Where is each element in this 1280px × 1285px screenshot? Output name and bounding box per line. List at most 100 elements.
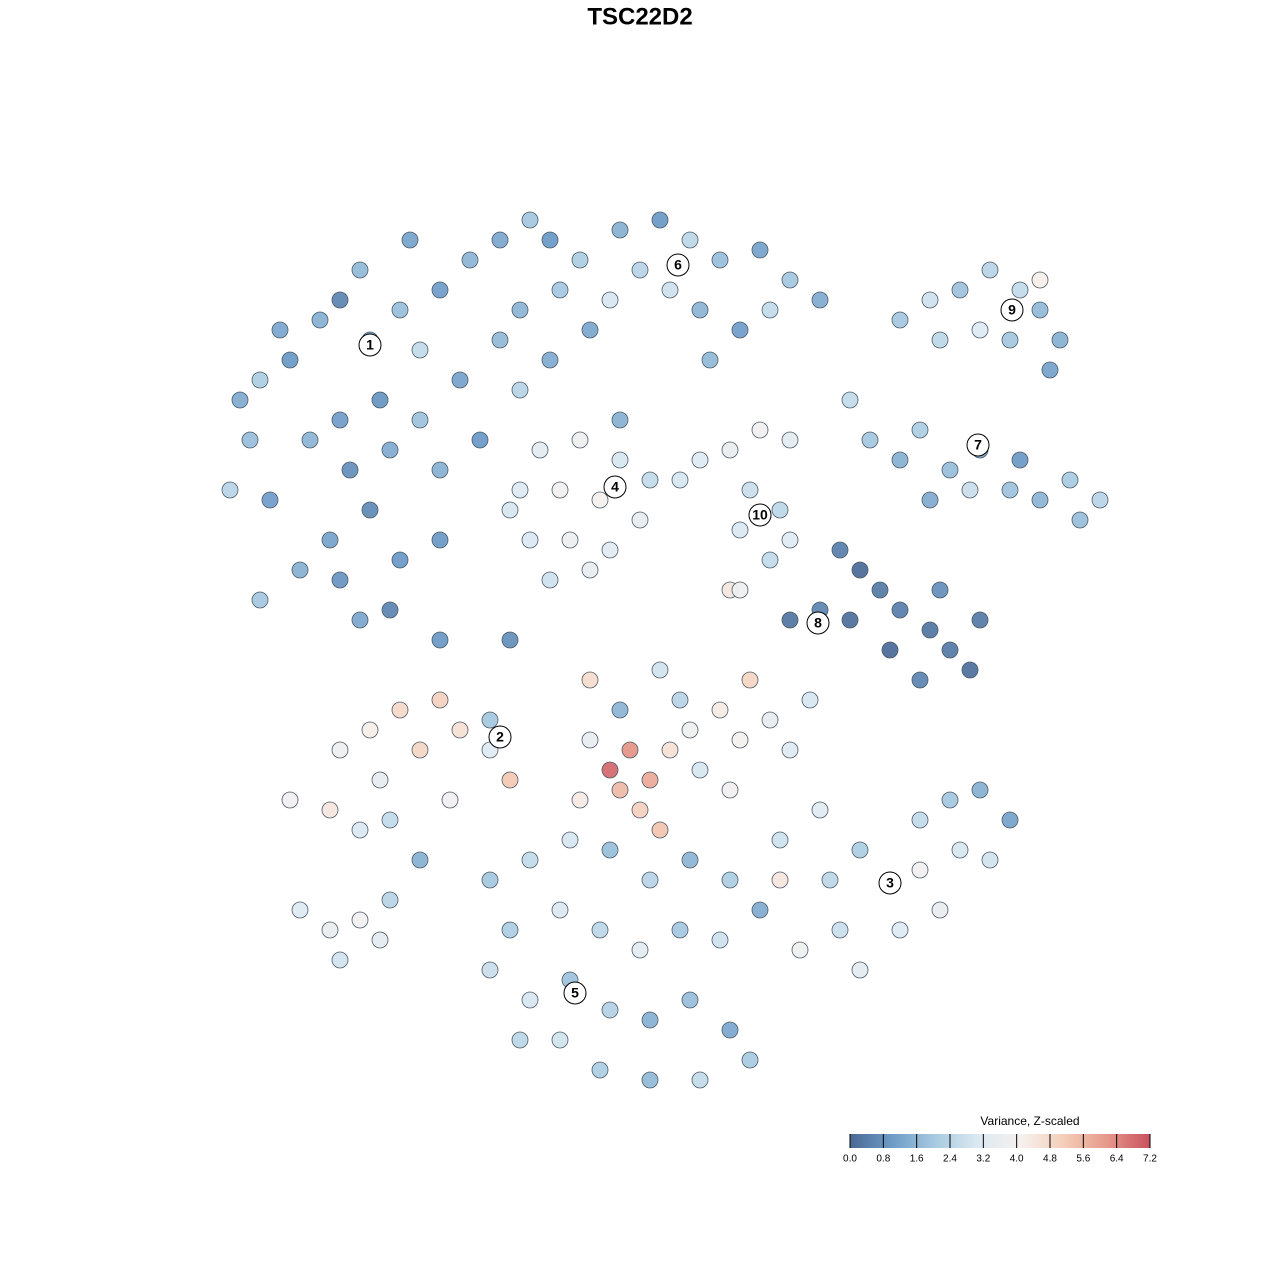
point [331, 951, 349, 969]
point [631, 801, 649, 819]
cluster-badge [878, 871, 902, 895]
cluster-badge [563, 981, 587, 1005]
cluster-badge [748, 503, 772, 527]
colorbar-tick-label: 0.0 [843, 1154, 857, 1165]
points [221, 211, 1109, 1089]
point [681, 991, 699, 1009]
point [751, 241, 769, 259]
point [911, 671, 929, 689]
colorbar-tick-label: 1.6 [910, 1154, 924, 1165]
point [941, 461, 959, 479]
point [331, 411, 349, 429]
point [391, 701, 409, 719]
point [771, 871, 789, 889]
point [881, 641, 899, 659]
point [411, 411, 429, 429]
point [461, 251, 479, 269]
cluster-label: 9 [1008, 302, 1016, 318]
point [571, 431, 589, 449]
point [431, 281, 449, 299]
point [611, 221, 629, 239]
point [751, 421, 769, 439]
point [941, 641, 959, 659]
point [721, 1021, 739, 1039]
point [851, 961, 869, 979]
point [1001, 811, 1019, 829]
point [481, 711, 499, 729]
point [741, 671, 759, 689]
colorbar-tick-label: 5.6 [1076, 1154, 1090, 1165]
point [791, 941, 809, 959]
point [371, 771, 389, 789]
point [381, 441, 399, 459]
point [511, 481, 529, 499]
point [591, 491, 609, 509]
point [301, 431, 319, 449]
point [931, 581, 949, 599]
cluster-label: 8 [814, 615, 822, 631]
point [661, 281, 679, 299]
point [931, 901, 949, 919]
chart-title: TSC22D2 [587, 3, 692, 30]
point [961, 661, 979, 679]
point [381, 601, 399, 619]
cluster-label: 2 [496, 729, 504, 745]
point [561, 831, 579, 849]
point [1031, 271, 1049, 289]
point [591, 1061, 609, 1079]
point [1001, 331, 1019, 349]
point [981, 261, 999, 279]
point [911, 421, 929, 439]
point [581, 671, 599, 689]
point [781, 611, 799, 629]
point [221, 481, 239, 499]
point [641, 471, 659, 489]
point [681, 231, 699, 249]
point [761, 301, 779, 319]
point [611, 701, 629, 719]
point [381, 891, 399, 909]
cluster-badge [966, 433, 990, 457]
point [1011, 451, 1029, 469]
point [501, 771, 519, 789]
point [831, 541, 849, 559]
point [1031, 301, 1049, 319]
point [331, 571, 349, 589]
point [741, 1051, 759, 1069]
point [241, 431, 259, 449]
colorbar-gradient [850, 1134, 1150, 1148]
point [1001, 481, 1019, 499]
colorbar-title: Variance, Z-scaled [980, 1114, 1079, 1128]
point [501, 501, 519, 519]
point [671, 471, 689, 489]
point [431, 531, 449, 549]
point [641, 871, 659, 889]
point [921, 621, 939, 639]
point [511, 301, 529, 319]
point [951, 281, 969, 299]
point [601, 541, 619, 559]
point [831, 921, 849, 939]
point [601, 291, 619, 309]
point [551, 1031, 569, 1049]
point [981, 851, 999, 869]
point [281, 351, 299, 369]
point [741, 481, 759, 499]
colorbar-tick-label: 4.0 [1010, 1154, 1024, 1165]
point [701, 351, 719, 369]
point [1011, 281, 1029, 299]
point [511, 1031, 529, 1049]
point [961, 481, 979, 499]
point [811, 291, 829, 309]
point [401, 231, 419, 249]
point [581, 731, 599, 749]
point [351, 261, 369, 279]
point [451, 721, 469, 739]
point [781, 271, 799, 289]
point [251, 591, 269, 609]
point [361, 501, 379, 519]
point [841, 391, 859, 409]
point [361, 721, 379, 739]
colorbar-tick-label: 2.4 [943, 1154, 957, 1165]
